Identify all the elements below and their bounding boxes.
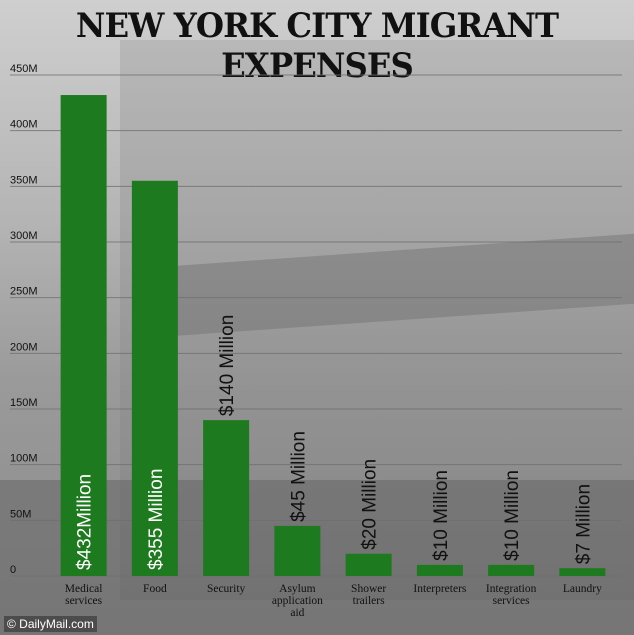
x-tick-label: trailers — [353, 595, 385, 607]
x-tick-label: Security — [207, 583, 246, 595]
bar — [274, 525, 321, 576]
x-tick-label: Interpreters — [413, 583, 467, 595]
y-tick-label: 200M — [10, 341, 38, 353]
x-tick-label: Laundry — [563, 583, 602, 595]
y-tick-label: 400M — [10, 119, 38, 131]
data-label: $355 Million — [146, 469, 167, 570]
chart-title: NEW YORK CITY MIGRANT EXPENSES — [75, 6, 559, 86]
bar — [559, 568, 606, 576]
y-tick-label: 50M — [10, 508, 31, 520]
source-credit: © DailyMail.com — [4, 616, 97, 632]
x-tick-label: Medical — [65, 583, 103, 595]
bar — [416, 564, 463, 576]
x-tick-label: application — [272, 595, 323, 607]
y-tick-label: 0 — [10, 564, 16, 576]
bar — [60, 95, 107, 576]
x-tick-label: Food — [143, 583, 167, 595]
bar — [488, 564, 535, 576]
data-label: $10 Million — [431, 470, 452, 561]
x-tick-label: Asylum — [279, 583, 315, 595]
y-tick-label: 350M — [10, 174, 38, 186]
data-label: $20 Million — [360, 459, 381, 550]
data-label: $10 Million — [502, 470, 523, 561]
data-label: $140 Million — [217, 315, 238, 416]
data-label: $45 Million — [288, 431, 309, 522]
x-tick-label: Integration — [486, 583, 537, 595]
x-tick-label: services — [65, 595, 103, 607]
bar — [203, 420, 250, 576]
data-label: $7 Million — [573, 484, 594, 564]
x-tick-label: Shower — [351, 583, 386, 595]
y-tick-label: 150M — [10, 397, 38, 409]
y-tick-label: 250M — [10, 286, 38, 298]
x-tick-label: aid — [290, 607, 304, 619]
x-tick-label: services — [493, 595, 531, 607]
y-tick-label: 300M — [10, 230, 38, 242]
y-tick-label: 100M — [10, 453, 38, 465]
bar — [345, 553, 392, 576]
data-label: $432Million — [75, 474, 96, 570]
y-tick-label: 450M — [10, 63, 38, 75]
bar — [131, 180, 178, 576]
